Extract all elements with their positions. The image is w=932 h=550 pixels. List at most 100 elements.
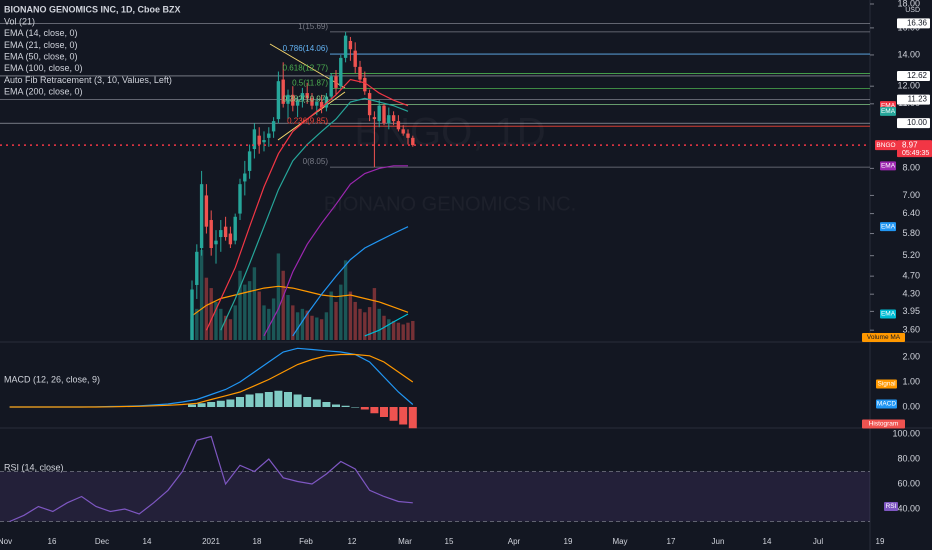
volume-bar: [406, 322, 410, 340]
y-tick-label: 12.00: [897, 81, 920, 91]
price-pill: [897, 94, 930, 105]
x-tick-label: 14: [763, 537, 772, 546]
currency: USD: [905, 7, 920, 14]
legend-item: EMA (14, close, 0): [4, 28, 78, 38]
candle-body: [262, 140, 266, 143]
ema-line: [205, 78, 409, 331]
histogram-bar: [408, 407, 417, 429]
ema-pill: [880, 222, 896, 232]
y-tick-label: 4.30: [902, 289, 920, 299]
histogram-bar: [399, 407, 408, 425]
candle-body: [204, 195, 209, 227]
macd-tick-label: 1.00: [902, 376, 920, 386]
volume-bar: [219, 308, 223, 340]
volume-bar: [367, 307, 372, 340]
watermark: BNGO, 1D: [354, 111, 545, 155]
y-tick-label: 6.40: [902, 208, 920, 218]
volume-ma-line: [191, 285, 409, 317]
price-pill: [897, 140, 932, 158]
candle-body: [401, 129, 405, 134]
x-tick-label: Dec: [95, 537, 109, 546]
x-tick-label: Jun: [712, 537, 725, 546]
volume-bar: [238, 270, 242, 340]
candle-body: [223, 226, 228, 238]
rsi-line: [9, 435, 413, 523]
volume-bar: [387, 319, 391, 340]
price-pill: [897, 118, 930, 129]
x-tick-label: 19: [876, 537, 885, 546]
y-tick-label: 18.00: [897, 0, 920, 8]
volume-bar: [295, 312, 300, 340]
candle-body: [334, 76, 338, 88]
histogram-pill: [862, 419, 905, 429]
candle-body: [257, 135, 261, 145]
histogram-bar: [264, 392, 273, 407]
x-tick-label: 17: [667, 537, 676, 546]
volume-bar: [199, 250, 204, 340]
candle-body: [305, 93, 309, 99]
volume-bar: [319, 319, 324, 340]
signal-pill-label: Signal: [877, 381, 896, 388]
legend-item: Vol (21): [4, 16, 35, 26]
histogram-bar: [284, 392, 292, 407]
volume-bar: [233, 305, 237, 340]
volume-bar: [377, 308, 381, 340]
x-tick-label: 18: [253, 537, 262, 546]
macd-tick-label: 2.00: [902, 351, 920, 361]
candle-body: [219, 230, 223, 238]
candle-body: [247, 151, 252, 171]
candle-body: [228, 233, 233, 245]
volume-bar: [243, 284, 247, 340]
candle-body: [363, 77, 367, 92]
candle-body: [319, 101, 324, 108]
volume-bar: [411, 320, 415, 340]
last-price-label: 8.97: [902, 140, 918, 149]
candle-body: [209, 220, 213, 249]
rsi-tick-label: 60.00: [897, 478, 920, 488]
price-pill-label: 11.23: [908, 95, 928, 104]
ema-pill-label: EMA: [881, 108, 896, 115]
histogram-pill-label: Histogram: [869, 421, 899, 428]
x-tick-label: Feb: [299, 537, 313, 546]
volume-bar: [343, 260, 348, 340]
x-tick-label: 15: [445, 537, 454, 546]
histogram-bar: [312, 399, 321, 407]
symbol-title: BIONANO GENOMICS INC, 1D, Cboe BZX: [4, 4, 181, 14]
volume-bar: [363, 312, 367, 340]
ema-pill: [880, 161, 896, 171]
fib-label: 0.786(14.06): [283, 44, 329, 53]
rsi-tick-label: 100.00: [892, 428, 920, 438]
volume-bar: [339, 284, 343, 340]
rsi-pill: [884, 502, 898, 511]
candle-body: [295, 100, 300, 106]
candle-body: [396, 121, 401, 130]
y-tick-label: 7.00: [902, 190, 920, 200]
candle-body: [271, 121, 276, 132]
x-tick-label: Apr: [508, 537, 521, 546]
volume-bar: [247, 281, 252, 340]
volume-bar: [401, 324, 405, 340]
histogram-bar: [380, 407, 388, 417]
rsi-band: [0, 471, 870, 522]
histogram-bar: [332, 404, 340, 407]
histogram-bar: [370, 407, 379, 414]
volume-bar: [209, 288, 213, 340]
countdown-label: 05:49:35: [902, 150, 929, 157]
x-tick-label: May: [612, 537, 627, 546]
ema-line: [220, 97, 409, 331]
symbol-pill-label: BNGO: [876, 142, 895, 149]
legend-item: EMA (21, close, 0): [4, 40, 78, 50]
volume-bar: [195, 308, 199, 340]
price-pill: [897, 70, 930, 81]
volume-bar: [204, 277, 209, 340]
candle-body: [406, 133, 410, 138]
candle-body: [324, 96, 329, 108]
histogram-bar: [322, 402, 331, 407]
macd-tick-label: 0.00: [902, 401, 920, 411]
x-tick-label: 2021: [202, 537, 220, 546]
candle-body: [343, 35, 348, 58]
histogram-bar: [236, 397, 244, 407]
candle-body: [367, 93, 372, 116]
volume-bar: [310, 315, 314, 340]
